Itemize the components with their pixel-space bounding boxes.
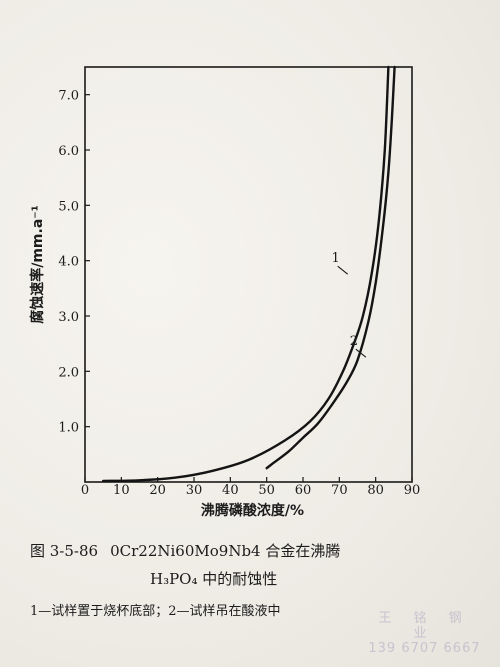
figure-caption-line1: 图 3-5-86 0Cr22Ni60Mo9Nb4 合金在沸腾 bbox=[30, 540, 340, 561]
figure-title-line1: 0Cr22Ni60Mo9Nb4 合金在沸腾 bbox=[110, 542, 341, 560]
series-2-line bbox=[265, 65, 396, 470]
corrosion-rate-chart: 0 10 20 30 40 50 60 70 80 90 1.0 2.0 3.0 4.0 5.0 6.0 7.0… bbox=[29, 65, 421, 519]
x-tick-label: 90 bbox=[404, 483, 421, 498]
y-tick-label: 3.0 bbox=[58, 310, 79, 325]
x-tick-label: 30 bbox=[186, 483, 203, 498]
x-tick-label: 10 bbox=[113, 483, 130, 498]
figure-title-formula: H₃PO₄ bbox=[150, 570, 198, 588]
y-tick-label: 6.0 bbox=[58, 144, 79, 159]
series-1-label: 1 bbox=[332, 251, 340, 266]
x-tick-label: 80 bbox=[367, 483, 384, 498]
watermark: 王 铭 钢 业 139 6707 6667 bbox=[362, 611, 487, 657]
y-axis-label: 腐蚀速率/mm.a⁻¹ bbox=[29, 205, 46, 324]
y-tick-label: 7.0 bbox=[58, 89, 79, 104]
x-tick-label: 20 bbox=[149, 483, 166, 498]
watermark-phone: 139 6707 6667 bbox=[368, 640, 481, 656]
series-1-leader bbox=[337, 265, 349, 275]
series-2-leader bbox=[355, 348, 367, 358]
x-axis-label: 沸腾磷酸浓度/% bbox=[201, 502, 304, 519]
figure-legend-note: 1—试样置于烧杯底部；2—试样吊在酸液中 bbox=[30, 604, 281, 619]
series-2-label: 2 bbox=[350, 334, 358, 349]
y-tick-label: 2.0 bbox=[58, 365, 79, 380]
series-1-line bbox=[102, 65, 390, 483]
x-tick-label: 40 bbox=[222, 483, 239, 498]
x-tick-label: 0 bbox=[81, 483, 89, 498]
x-tick-label: 50 bbox=[258, 483, 275, 498]
x-tick-label: 60 bbox=[295, 483, 312, 498]
y-tick-label: 1.0 bbox=[58, 421, 79, 436]
watermark-name: 王 铭 钢 业 bbox=[378, 611, 471, 641]
plot-frame bbox=[84, 66, 413, 483]
x-tick-label: 70 bbox=[331, 483, 348, 498]
y-tick-label: 5.0 bbox=[58, 199, 79, 214]
figure-title-line2: 中的耐蚀性 bbox=[197, 570, 278, 588]
y-tick-label: 4.0 bbox=[58, 255, 79, 270]
figure-number: 图 3-5-86 bbox=[30, 542, 99, 560]
figure-caption-line2: H₃PO₄ 中的耐蚀性 bbox=[150, 568, 277, 589]
